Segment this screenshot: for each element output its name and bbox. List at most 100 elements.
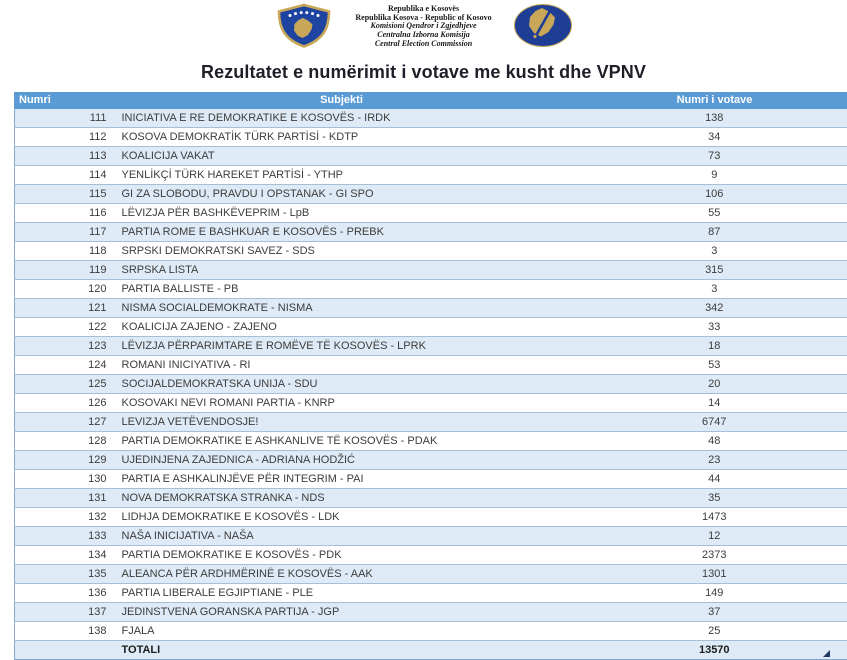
resize-handle-icon[interactable]	[823, 650, 830, 657]
cell-subjekti: SRPSKA LISTA	[115, 261, 569, 280]
cell-votes: 106	[569, 185, 847, 204]
cell-numri: 120	[15, 280, 115, 299]
table-row: 116 LËVIZJA PËR BASHKËVEPRIM - LpB 55	[15, 204, 847, 223]
cell-subjekti: GI ZA SLOBODU, PRAVDU I OPSTANAK - GI SP…	[115, 185, 569, 204]
cell-subjekti: PARTIA DEMOKRATIKE E KOSOVËS - PDK	[115, 546, 569, 565]
table-row: 115 GI ZA SLOBODU, PRAVDU I OPSTANAK - G…	[15, 185, 847, 204]
cell-numri: 117	[15, 223, 115, 242]
cell-votes: 6747	[569, 413, 847, 432]
total-empty-cell	[15, 641, 115, 660]
cell-subjekti: KOALICIJA VAKAT	[115, 147, 569, 166]
cell-votes: 23	[569, 451, 847, 470]
cell-subjekti: PARTIA E ASHKALINJËVE PËR INTEGRIM - PAI	[115, 470, 569, 489]
cell-subjekti: ALEANCA PËR ARDHMËRINË E KOSOVËS - AAK	[115, 565, 569, 584]
cell-subjekti: NISMA SOCIALDEMOKRATE - NISMA	[115, 299, 569, 318]
cell-subjekti: ROMANI INICIYATIVA - RI	[115, 356, 569, 375]
table-row: 124 ROMANI INICIYATIVA - RI 53	[15, 356, 847, 375]
table-row: 133 NAŠA INICIJATIVA - NAŠA 12	[15, 527, 847, 546]
table-row: 121 NISMA SOCIALDEMOKRATE - NISMA 342	[15, 299, 847, 318]
cell-numri: 131	[15, 489, 115, 508]
table-row: 120 PARTIA BALLISTE - PB 3	[15, 280, 847, 299]
cell-numri: 118	[15, 242, 115, 261]
cell-subjekti: NOVA DEMOKRATSKA STRANKA - NDS	[115, 489, 569, 508]
cell-subjekti: JEDINSTVENA GORANSKA PARTIJA - JGP	[115, 603, 569, 622]
cell-votes: 2373	[569, 546, 847, 565]
cell-numri: 113	[15, 147, 115, 166]
cell-numri: 127	[15, 413, 115, 432]
cell-subjekti: SOCIJALDEMOKRATSKA UNIJA - SDU	[115, 375, 569, 394]
cell-subjekti: INICIATIVA E RE DEMOKRATIKE E KOSOVËS - …	[115, 109, 569, 128]
cell-subjekti: NAŠA INICIJATIVA - NAŠA	[115, 527, 569, 546]
table-row: 132 LIDHJA DEMOKRATIKE E KOSOVËS - LDK 1…	[15, 508, 847, 527]
total-row: TOTALI 13570	[15, 641, 847, 660]
cell-numri: 135	[15, 565, 115, 584]
table-row: 134 PARTIA DEMOKRATIKE E KOSOVËS - PDK 2…	[15, 546, 847, 565]
cell-numri: 115	[15, 185, 115, 204]
table-row: 136 PARTIA LIBERALE EGJIPTIANE - PLE 149	[15, 584, 847, 603]
table-body: 111 INICIATIVA E RE DEMOKRATIKE E KOSOVË…	[15, 109, 847, 641]
cell-subjekti: KOSOVA DEMOKRATİK TÜRK PARTİSİ - KDTP	[115, 128, 569, 147]
cell-votes: 87	[569, 223, 847, 242]
cell-numri: 116	[15, 204, 115, 223]
cell-numri: 130	[15, 470, 115, 489]
cell-numri: 137	[15, 603, 115, 622]
table-row: 130 PARTIA E ASHKALINJËVE PËR INTEGRIM -…	[15, 470, 847, 489]
table-row: 122 KOALICIJA ZAJENO - ZAJENO 33	[15, 318, 847, 337]
cell-numri: 136	[15, 584, 115, 603]
cell-votes: 44	[569, 470, 847, 489]
cell-subjekti: LËVIZJA PËRPARIMTARE E ROMËVE TË KOSOVËS…	[115, 337, 569, 356]
cell-votes: 25	[569, 622, 847, 641]
column-header-votes: Numri i votave	[569, 93, 847, 109]
cell-votes: 35	[569, 489, 847, 508]
cell-numri: 125	[15, 375, 115, 394]
table-row: 119 SRPSKA LISTA 315	[15, 261, 847, 280]
table-row: 118 SRPSKI DEMOKRATSKI SAVEZ - SDS 3	[15, 242, 847, 261]
cell-numri: 134	[15, 546, 115, 565]
cell-votes: 12	[569, 527, 847, 546]
column-header-subjekti: Subjekti	[115, 93, 569, 109]
cell-subjekti: LËVIZJA PËR BASHKËVEPRIM - LpB	[115, 204, 569, 223]
cell-numri: 133	[15, 527, 115, 546]
cell-numri: 123	[15, 337, 115, 356]
table-row: 135 ALEANCA PËR ARDHMËRINË E KOSOVËS - A…	[15, 565, 847, 584]
table-row: 126 KOSOVAKI NEVI ROMANI PARTIA - KNRP 1…	[15, 394, 847, 413]
cell-votes: 34	[569, 128, 847, 147]
cell-votes: 1473	[569, 508, 847, 527]
table-header: Numri Subjekti Numri i votave	[15, 93, 847, 109]
cell-subjekti: UJEDINJENA ZAJEDNICA - ADRIANA HODŽIĆ	[115, 451, 569, 470]
table-footer: TOTALI 13570	[15, 641, 847, 660]
table-row: 128 PARTIA DEMOKRATIKE E ASHKANLIVE TË K…	[15, 432, 847, 451]
cell-numri: 119	[15, 261, 115, 280]
kosovo-coat-of-arms-icon	[273, 3, 335, 53]
cell-subjekti: KOALICIJA ZAJENO - ZAJENO	[115, 318, 569, 337]
cell-numri: 129	[15, 451, 115, 470]
cell-votes: 37	[569, 603, 847, 622]
cell-numri: 121	[15, 299, 115, 318]
cec-emblem-icon	[512, 3, 574, 53]
table-row: 111 INICIATIVA E RE DEMOKRATIKE E KOSOVË…	[15, 109, 847, 128]
table-row: 114 YENLİKÇİ TÜRK HAREKET PARTİSİ - YTHP…	[15, 166, 847, 185]
cell-subjekti: YENLİKÇİ TÜRK HAREKET PARTİSİ - YTHP	[115, 166, 569, 185]
table-row: 137 JEDINSTVENA GORANSKA PARTIJA - JGP 3…	[15, 603, 847, 622]
table-row: 125 SOCIJALDEMOKRATSKA UNIJA - SDU 20	[15, 375, 847, 394]
cell-numri: 114	[15, 166, 115, 185]
cell-votes: 315	[569, 261, 847, 280]
cell-numri: 112	[15, 128, 115, 147]
cell-subjekti: PARTIA DEMOKRATIKE E ASHKANLIVE TË KOSOV…	[115, 432, 569, 451]
results-table-wrap: Numri Subjekti Numri i votave 111 INICIA…	[14, 92, 833, 660]
cell-subjekti: LEVIZJA VETËVENDOSJE!	[115, 413, 569, 432]
cell-votes: 9	[569, 166, 847, 185]
table-row: 129 UJEDINJENA ZAJEDNICA - ADRIANA HODŽI…	[15, 451, 847, 470]
cell-subjekti: PARTIA LIBERALE EGJIPTIANE - PLE	[115, 584, 569, 603]
org-line-5: Central Election Commission	[355, 40, 491, 49]
table-row: 113 KOALICIJA VAKAT 73	[15, 147, 847, 166]
cell-subjekti: PARTIA ROME E BASHKUAR E KOSOVËS - PREBK	[115, 223, 569, 242]
page-header: Republika e Kosovës Republika Kosova - R…	[0, 0, 847, 53]
cell-subjekti: SRPSKI DEMOKRATSKI SAVEZ - SDS	[115, 242, 569, 261]
table-row: 112 KOSOVA DEMOKRATİK TÜRK PARTİSİ - KDT…	[15, 128, 847, 147]
cell-votes: 20	[569, 375, 847, 394]
column-header-numri: Numri	[15, 93, 115, 109]
cell-votes: 33	[569, 318, 847, 337]
cell-numri: 122	[15, 318, 115, 337]
cell-numri: 138	[15, 622, 115, 641]
